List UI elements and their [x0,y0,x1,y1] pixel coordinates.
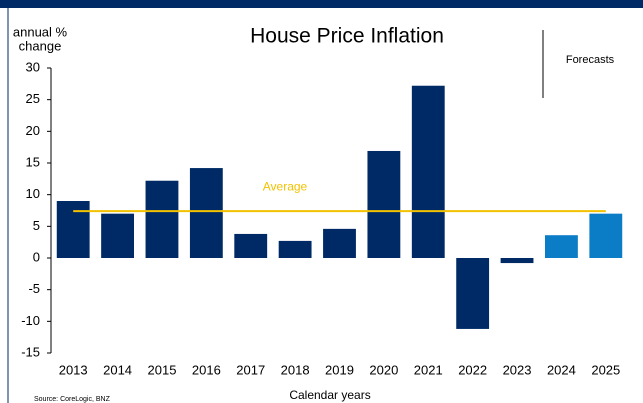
bar [145,180,179,258]
x-tick-label: 2023 [503,362,532,377]
average-label: Average [263,179,308,193]
x-tick-label: 2019 [325,362,354,377]
x-tick-label: 2022 [458,362,487,377]
bar [545,235,578,258]
y-tick-label: 20 [26,123,40,138]
bar [589,213,623,258]
chart-title: House Price Inflation [250,25,444,48]
y-tick-label: 0 [33,249,40,264]
x-tick-label: 2017 [236,362,265,377]
x-tick-label: 2016 [192,362,221,377]
annotation: Forecasts [566,54,615,66]
y-tick-label: 30 [26,59,40,74]
x-axis-label: Calendar years [289,388,370,402]
y-tick-label: -10 [21,313,40,328]
bar [278,240,312,258]
x-tick-label: 2020 [369,362,398,377]
y-axis-label: annual % [13,24,68,39]
bar [411,85,445,258]
y-tick-label: -15 [21,344,40,359]
bar [101,213,134,258]
x-tick-label: 2021 [414,362,443,377]
source: Source: CoreLogic, BNZ [34,396,111,403]
bar [500,258,534,264]
y-tick-label: 5 [33,218,40,233]
bar [234,233,268,258]
x-tick-label: 2025 [591,362,620,377]
y-tick-label: 25 [26,91,40,106]
bar [456,258,490,329]
y-tick-label: 15 [26,154,40,169]
x-tick-label: 2015 [148,362,177,377]
y-tick-label: -5 [28,281,40,296]
bar [56,201,90,258]
x-tick-label: 2018 [281,362,310,377]
bar [189,168,223,258]
x-tick-label: 2013 [59,362,88,377]
y-axis-label: change [19,38,62,53]
bar [367,150,401,258]
x-tick-label: 2024 [547,362,576,377]
y-tick-label: 10 [26,186,40,201]
banner [0,0,643,8]
bar [323,228,356,258]
x-tick-label: 2014 [103,362,132,377]
